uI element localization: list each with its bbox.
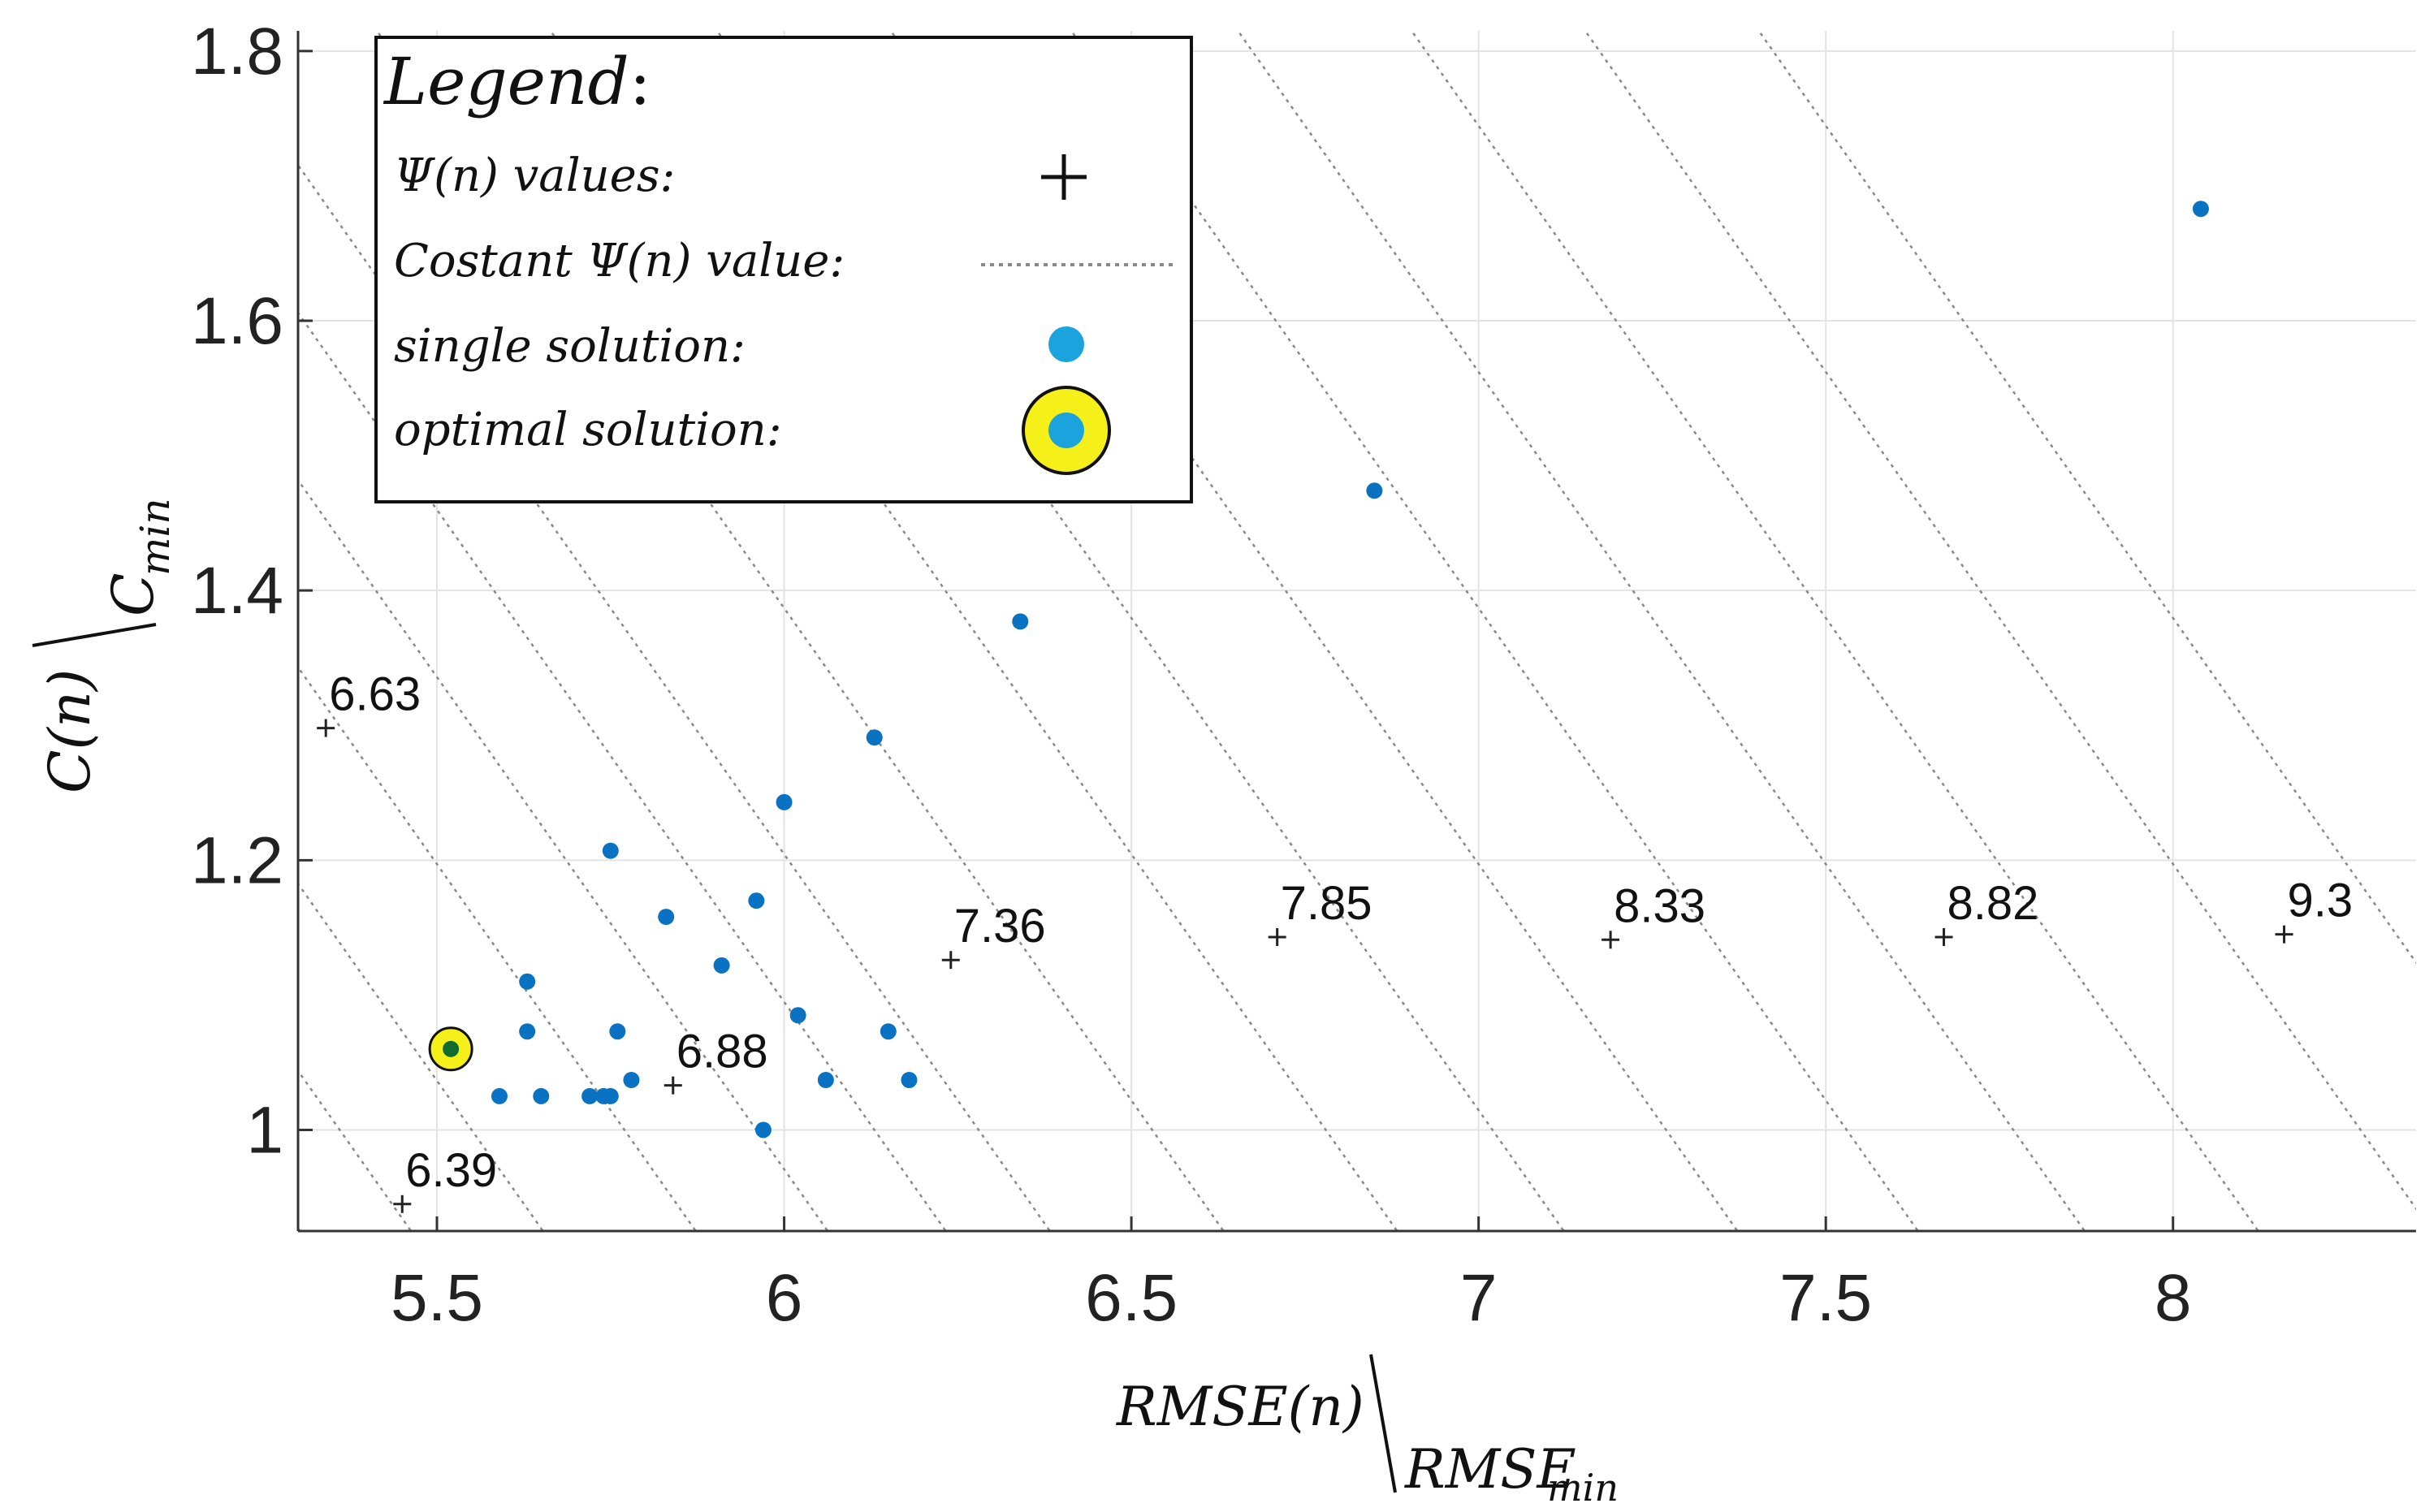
solution-point bbox=[533, 1087, 550, 1104]
solution-point bbox=[658, 909, 675, 926]
legend-marker-plus bbox=[1041, 154, 1087, 200]
psi-value-label: 8.82 bbox=[1947, 877, 2039, 930]
y-tick-label: 1.4 bbox=[191, 554, 283, 628]
solution-point bbox=[880, 1023, 897, 1040]
x-axis-label-numerator: RMSE(n) bbox=[1116, 1376, 1364, 1438]
solution-point bbox=[1366, 482, 1383, 499]
y-axis-label-numerator: C(n) bbox=[37, 669, 103, 793]
solution-point bbox=[748, 892, 765, 909]
psi-values: 6.63 6.39 6.88 7.36 7.85 8.33 8.82 9.3 bbox=[317, 668, 2353, 1213]
legend-label-constant-psi: Costant Ψ(n) value: bbox=[394, 235, 845, 287]
x-tick-label: 6 bbox=[766, 1261, 803, 1335]
legend-marker-optimal bbox=[1022, 386, 1111, 475]
y-tick-label: 1 bbox=[246, 1093, 283, 1167]
psi-value-label: 8.33 bbox=[1614, 879, 1705, 932]
constant-psi-line bbox=[889, 31, 1739, 1231]
solution-point bbox=[581, 1087, 599, 1104]
legend: Legend: Ψ(n) values: Costant Ψ(n) value:… bbox=[374, 36, 1193, 503]
legend-label-single-solution: single solution: bbox=[394, 320, 746, 373]
solution-point bbox=[776, 793, 793, 810]
psi-value-label: 7.85 bbox=[1281, 877, 1372, 930]
psi-value-label: 6.63 bbox=[329, 668, 421, 721]
legend-title: Legend: bbox=[383, 44, 651, 119]
optimal-solution-dot bbox=[443, 1040, 460, 1057]
y-tick-label: 1.2 bbox=[191, 823, 283, 897]
constant-psi-line bbox=[1410, 31, 2260, 1231]
legend-title-text: Legend bbox=[383, 44, 629, 119]
legend-label-optimal-solution: optimal solution: bbox=[394, 404, 782, 456]
single-solutions bbox=[491, 201, 2209, 1138]
constant-psi-line bbox=[298, 478, 829, 1231]
solution-point bbox=[602, 1087, 619, 1104]
y-tick-label: 1.6 bbox=[191, 284, 283, 358]
constant-psi-line bbox=[1757, 31, 2416, 965]
solution-point bbox=[609, 1023, 626, 1040]
solution-point bbox=[1012, 613, 1029, 630]
y-axis-label-fraction-slash bbox=[32, 623, 157, 647]
legend-marker-blue-dot bbox=[1048, 326, 1084, 362]
constant-psi-line bbox=[549, 31, 1398, 1231]
psi-value-label: 6.88 bbox=[676, 1026, 768, 1078]
solution-point bbox=[866, 729, 883, 746]
x-tick-label: 7.5 bbox=[1779, 1261, 1872, 1335]
x-axis-label: RMSE(n) RMSE min bbox=[1116, 1354, 1619, 1510]
x-tick-label: 5.5 bbox=[391, 1261, 483, 1335]
solution-point bbox=[713, 957, 730, 974]
x-axis-label-denominator-subscript: min bbox=[1547, 1466, 1619, 1510]
solution-point bbox=[901, 1072, 918, 1089]
solution-point bbox=[623, 1072, 640, 1089]
psi-value-label: 9.3 bbox=[2288, 875, 2354, 927]
y-axis-label-denominator-subscript: min bbox=[132, 498, 179, 576]
optimal-solution bbox=[428, 1026, 473, 1072]
solution-point bbox=[2192, 201, 2209, 218]
solution-point bbox=[491, 1087, 508, 1104]
x-axis-label-denominator: RMSE bbox=[1404, 1438, 1576, 1501]
x-axis-label-fraction-slash bbox=[1369, 1354, 1397, 1493]
psi-value-label: 6.39 bbox=[405, 1144, 497, 1197]
y-axis-label-denominator: C bbox=[100, 572, 166, 616]
solution-point bbox=[519, 973, 536, 990]
psi-value-label: 7.36 bbox=[954, 900, 1046, 953]
constant-psi-line bbox=[1236, 31, 2086, 1231]
solution-point bbox=[754, 1121, 772, 1138]
legend-label-psi-values: Ψ(n) values: bbox=[394, 149, 675, 202]
constant-psi-line bbox=[298, 163, 1052, 1231]
constant-psi-line bbox=[1584, 31, 2416, 1211]
y-axis-label: C(n) C min bbox=[32, 498, 179, 793]
solution-point bbox=[519, 1023, 536, 1040]
x-tick-label: 8 bbox=[2155, 1261, 2192, 1335]
constant-psi-line bbox=[375, 31, 1225, 1231]
legend-title-colon: : bbox=[629, 44, 651, 119]
x-tick-label: 7 bbox=[1460, 1261, 1498, 1335]
solution-point bbox=[602, 842, 619, 859]
y-tick-label: 1.8 bbox=[191, 15, 283, 89]
solution-point bbox=[789, 1007, 806, 1024]
axes: 5.5 6 6.5 7 7.5 8 1 1.2 1.4 1.6 1.8 bbox=[191, 15, 2416, 1335]
solution-point bbox=[817, 1072, 834, 1089]
constant-psi-line bbox=[1070, 31, 1920, 1231]
constant-psi-line bbox=[715, 31, 1566, 1231]
constant-psi-line bbox=[298, 311, 948, 1231]
x-tick-label: 6.5 bbox=[1085, 1261, 1178, 1335]
